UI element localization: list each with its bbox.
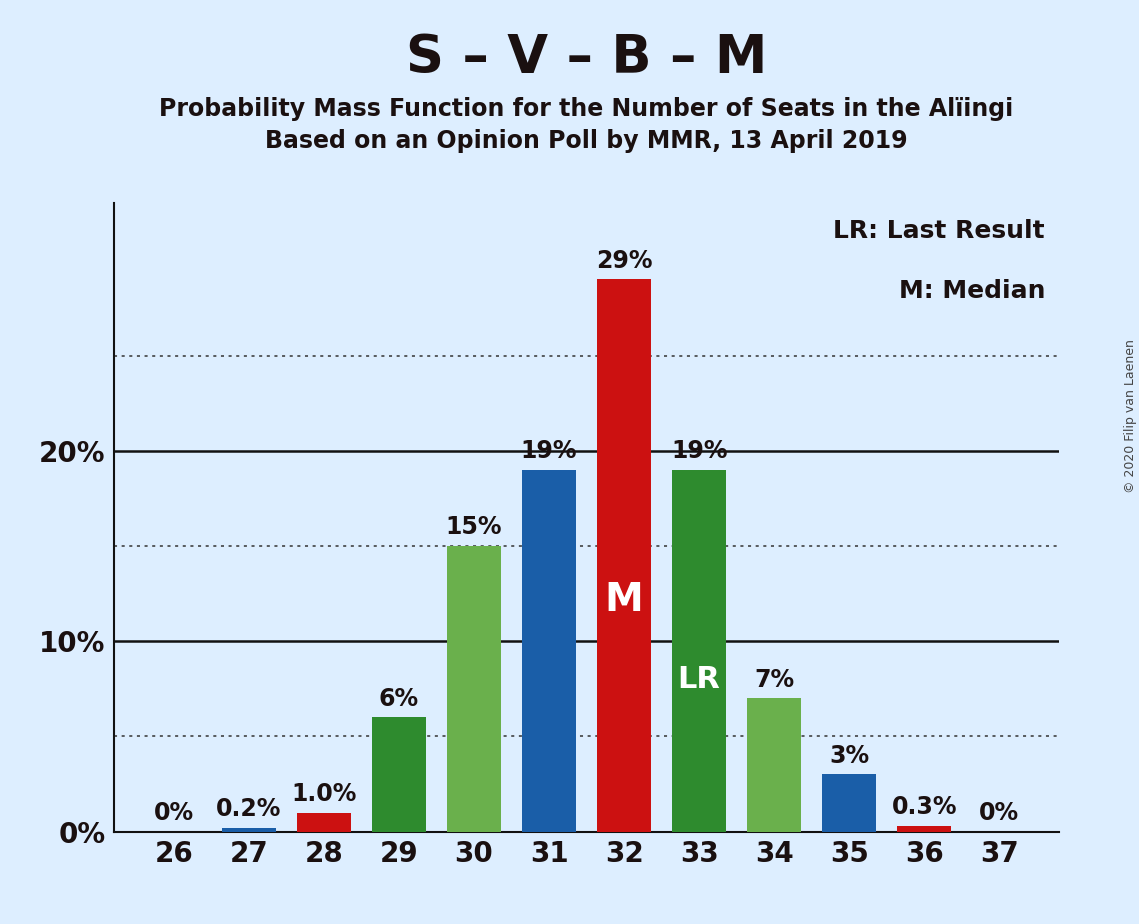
Text: Based on an Opinion Poll by MMR, 13 April 2019: Based on an Opinion Poll by MMR, 13 Apri… [265,129,908,153]
Bar [672,469,727,832]
Bar [597,279,652,832]
Text: 0.2%: 0.2% [216,797,281,821]
Text: 0.3%: 0.3% [892,796,957,820]
Text: 7%: 7% [754,668,794,692]
Bar [222,828,276,832]
Bar [747,699,801,832]
Text: 1.0%: 1.0% [292,782,357,806]
Text: 0%: 0% [154,801,194,825]
Text: 0%: 0% [980,801,1019,825]
Text: LR: LR [678,665,721,694]
Text: 29%: 29% [596,249,653,273]
Text: 3%: 3% [829,744,869,768]
Bar [898,826,951,832]
Bar [822,774,876,832]
Bar [372,717,426,832]
Bar [522,469,576,832]
Text: LR: Last Result: LR: Last Result [834,219,1046,243]
Text: 19%: 19% [521,439,577,463]
Text: Probability Mass Function for the Number of Seats in the Alïingi: Probability Mass Function for the Number… [159,97,1014,121]
Bar [446,546,501,832]
Text: 15%: 15% [445,516,502,540]
Bar [297,812,351,832]
Text: 6%: 6% [379,687,419,711]
Text: 19%: 19% [671,439,728,463]
Text: M: M [605,580,644,619]
Text: M: Median: M: Median [899,279,1046,303]
Text: S – V – B – M: S – V – B – M [405,32,768,84]
Text: © 2020 Filip van Laenen: © 2020 Filip van Laenen [1124,339,1137,492]
